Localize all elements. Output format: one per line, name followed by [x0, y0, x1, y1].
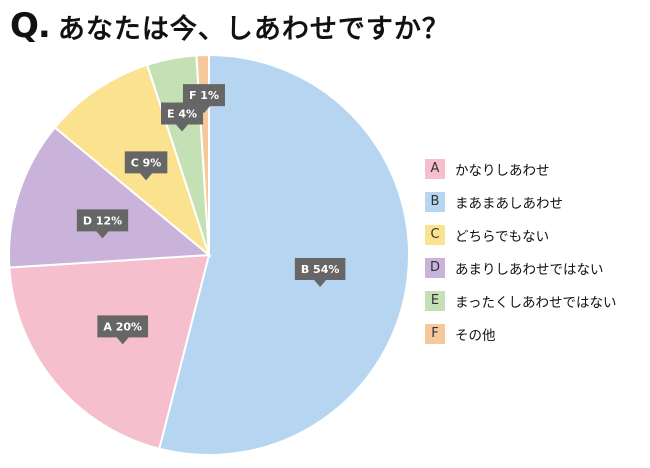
data-label-c: C 9%: [124, 151, 168, 181]
data-label-box-c: [124, 151, 168, 181]
legend-swatch-b: B: [425, 191, 445, 212]
data-label-b: B 54%: [294, 258, 346, 288]
data-label-box-d: [76, 209, 129, 239]
legend-swatch-a: A: [425, 158, 445, 179]
legend-label-a: かなりしあわせ: [455, 162, 550, 179]
chart-title: Q. あなたは今、しあわせですか？: [10, 6, 450, 46]
legend-item-d: D あまりしあわせではない: [425, 251, 645, 284]
legend-item-c: C どちらでもない: [425, 218, 645, 251]
data-label-box-a: [97, 315, 149, 345]
legend-item-b: B まあまあしあわせ: [425, 185, 645, 218]
data-label-text-c: C 9%: [131, 156, 162, 169]
data-label-box-f: [182, 84, 225, 114]
legend-swatch-f: F: [425, 323, 445, 344]
legend-swatch-e: E: [425, 290, 445, 311]
data-label-text-e: E 4%: [167, 108, 197, 121]
legend-item-e: E まったくしあわせではない: [425, 284, 645, 317]
pie-slice-b: [158, 53, 410, 456]
legend-item-a: A かなりしあわせ: [425, 152, 645, 185]
legend-swatch-d: D: [425, 257, 445, 278]
data-label-f: F 1%: [182, 84, 225, 114]
chart-legend: A かなりしあわせ B まあまあしあわせ C どちらでもない D あまりしあわせではない E まっ…: [425, 152, 645, 350]
page-title: あなたは今、しあわせですか？: [57, 13, 450, 45]
data-label-box-e: [161, 102, 204, 132]
question-mark-logo: Q.: [10, 6, 51, 46]
pie-slice-d: [8, 126, 212, 269]
data-label-d: D 12%: [76, 209, 129, 239]
legend-item-f: F その他: [425, 317, 645, 350]
legend-label-f: その他: [455, 327, 496, 344]
data-label-text-d: D 12%: [83, 214, 122, 227]
data-label-text-f: F 1%: [189, 89, 219, 102]
legend-label-d: あまりしあわせではない: [455, 261, 604, 278]
data-label-a: A 20%: [97, 315, 149, 345]
legend-label-b: まあまあしあわせ: [455, 195, 563, 212]
data-label-box-b: [294, 258, 346, 288]
data-label-text-a: A 20%: [103, 320, 142, 333]
legend-swatch-c: C: [425, 224, 445, 245]
data-label-text-b: B 54%: [301, 263, 340, 276]
legend-label-c: どちらでもない: [455, 228, 550, 245]
pie-slice-a: [8, 253, 211, 450]
data-label-e: E 4%: [161, 102, 204, 132]
legend-label-e: まったくしあわせではない: [455, 294, 617, 311]
